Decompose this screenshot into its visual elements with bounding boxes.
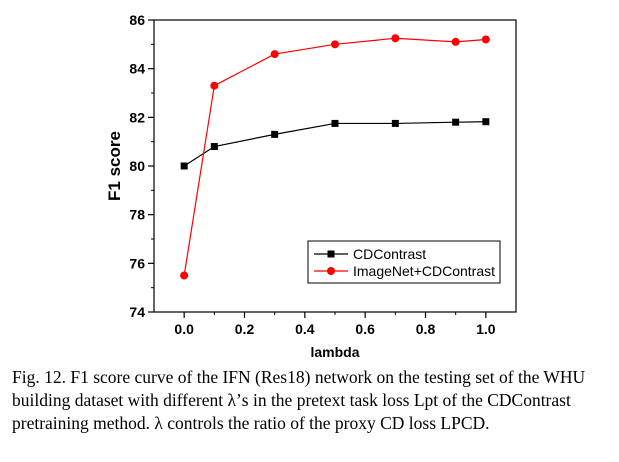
series-line-2 (183, 37, 486, 276)
caption-label: Fig. 12. (12, 367, 66, 387)
data-point-circle (391, 34, 400, 43)
data-point-square (482, 118, 490, 126)
legend-marker-square (327, 250, 335, 258)
x-tick-label: 0.0 (174, 321, 194, 337)
line-chart: 74 76 78 80 82 84 86 0.0 0.2 0.4 0.6 0.8 1.0 lambda F1… (105, 12, 517, 360)
data-point-square (180, 162, 188, 170)
data-point-square (452, 118, 460, 126)
legend-label: ImageNet+CDContrast (353, 263, 495, 279)
y-axis-title: F1 score (105, 131, 124, 201)
data-point-circle (481, 35, 490, 44)
data-point-circle (180, 271, 189, 280)
data-point-square (271, 130, 279, 138)
y-tick-label: 80 (129, 158, 145, 174)
caption-text: F1 score curve of the IFN (Res18) networ… (12, 367, 586, 433)
y-tick-label: 86 (129, 12, 145, 28)
figure-caption: Fig. 12. F1 score curve of the IFN (Res1… (12, 366, 612, 435)
y-tick-label: 76 (129, 255, 145, 271)
data-point-circle (331, 40, 339, 49)
x-axis-title: lambda (310, 344, 359, 360)
data-point-square (210, 143, 218, 151)
legend-label: CDContrast (353, 246, 426, 262)
y-tick-label: 84 (129, 61, 145, 77)
plot-area: 74 76 78 80 82 84 86 0.0 0.2 0.4 0.6 0.8 1.0 lambda F1… (105, 12, 517, 360)
data-point-square (331, 119, 339, 127)
y-tick-label: 74 (129, 304, 145, 320)
data-point-circle (210, 81, 219, 90)
data-point-circle (270, 50, 279, 59)
x-tick-label: 0.4 (295, 321, 315, 337)
series-line-1 (183, 121, 486, 167)
y-tick-label: 82 (129, 109, 145, 125)
legend-marker-circle (327, 267, 335, 275)
data-point-square (391, 119, 399, 127)
x-tick-label: 0.2 (235, 321, 255, 337)
legend-box (307, 240, 501, 284)
y-tick-label: 78 (129, 207, 145, 223)
x-tick-label: 0.8 (416, 321, 436, 337)
x-tick-label: 0.6 (355, 321, 375, 337)
x-tick-label: 1.0 (476, 321, 496, 337)
data-point-circle (451, 37, 460, 46)
